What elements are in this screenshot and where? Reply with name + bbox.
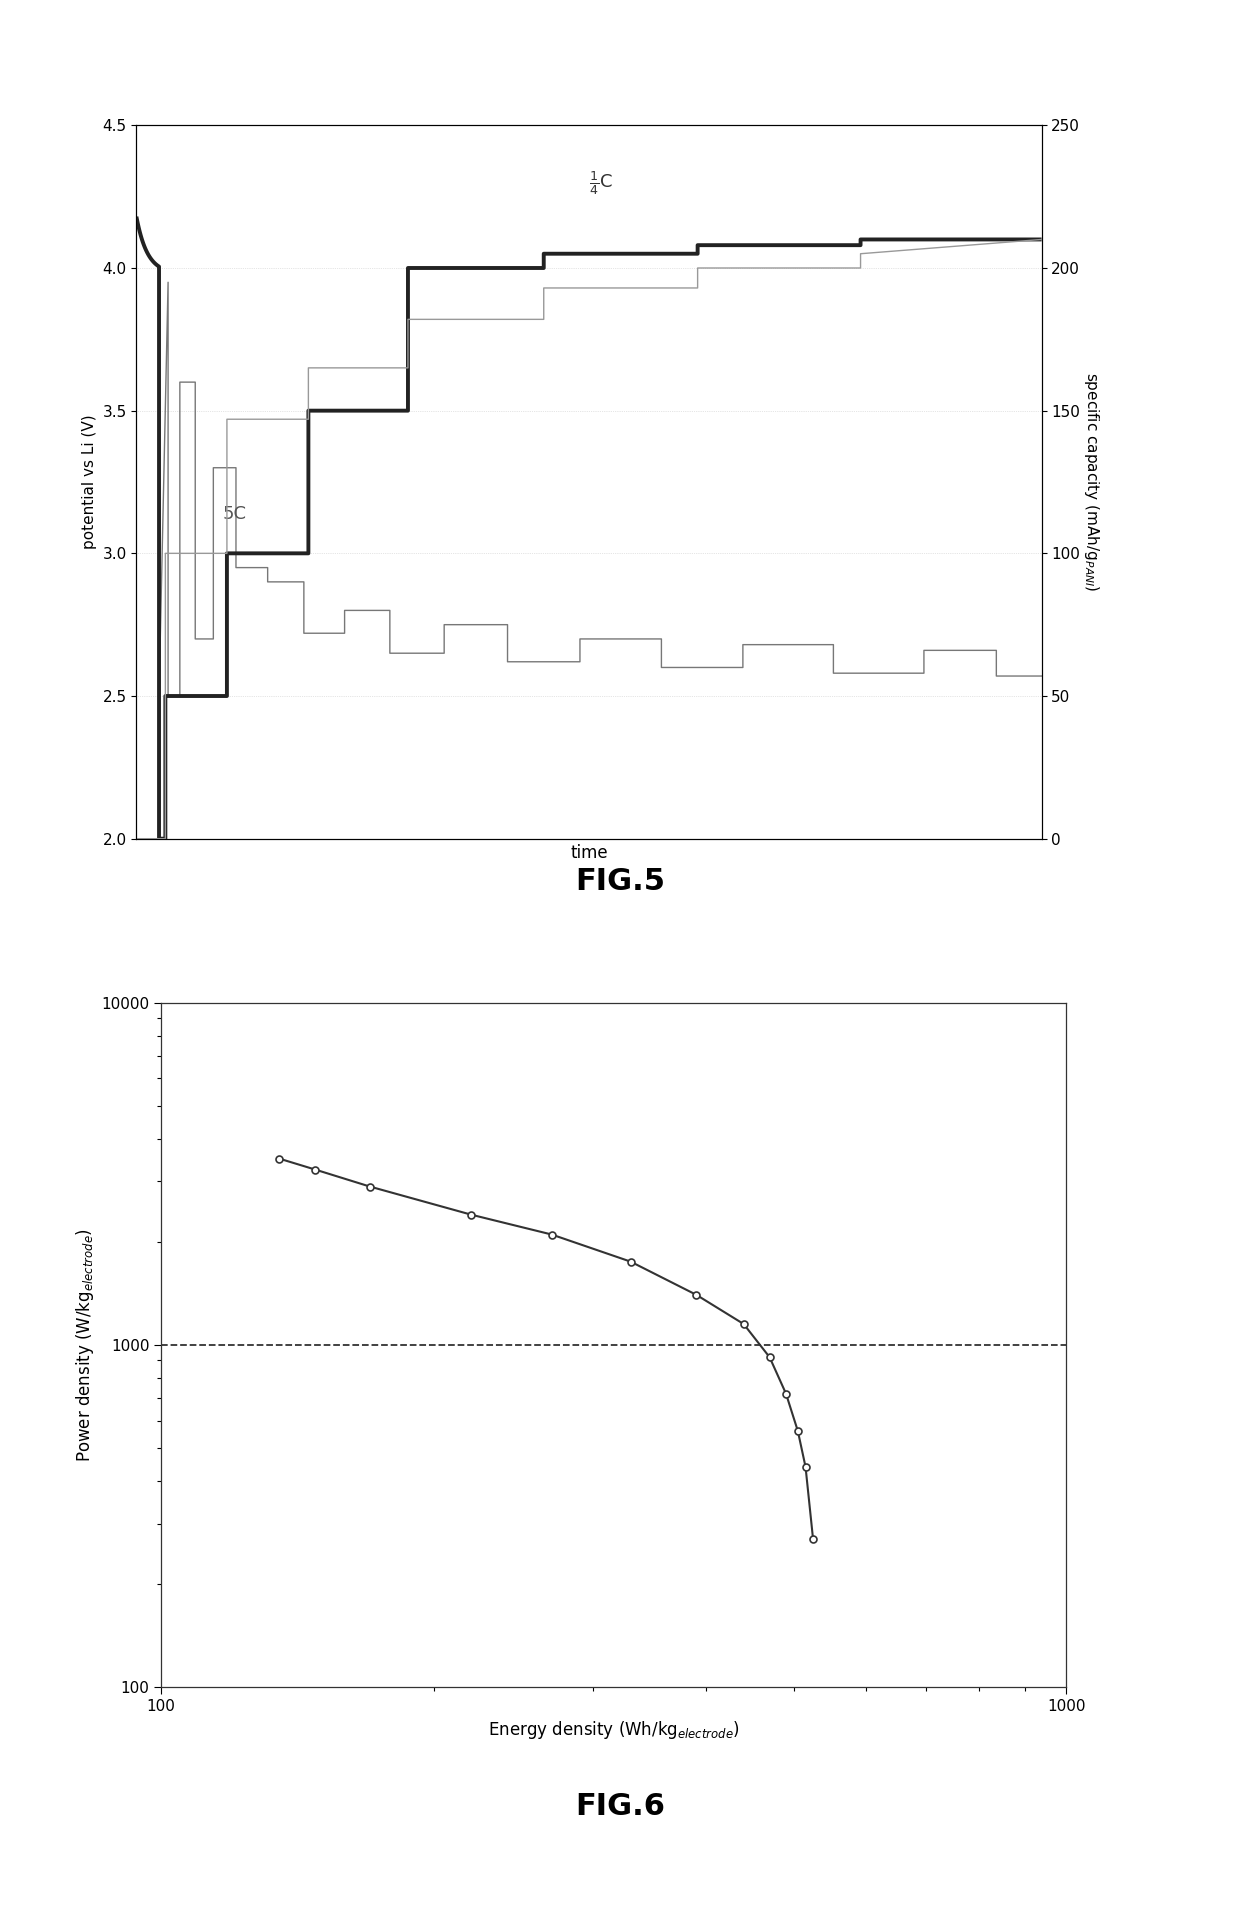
X-axis label: time: time <box>570 844 608 862</box>
Text: FIG.5: FIG.5 <box>575 866 665 897</box>
Text: FIG.6: FIG.6 <box>575 1791 665 1822</box>
Y-axis label: Power density (W/kg$_{electrode}$): Power density (W/kg$_{electrode}$) <box>73 1228 95 1461</box>
Text: $\frac{1}{4}$C: $\frac{1}{4}$C <box>589 170 613 197</box>
Y-axis label: specific capacity (mAh/g$_{PANI}$): specific capacity (mAh/g$_{PANI}$) <box>1083 372 1101 592</box>
X-axis label: Energy density (Wh/kg$_{electrode}$): Energy density (Wh/kg$_{electrode}$) <box>487 1720 740 1741</box>
Text: 5C: 5C <box>222 505 247 522</box>
Y-axis label: potential vs Li (V): potential vs Li (V) <box>82 415 97 549</box>
